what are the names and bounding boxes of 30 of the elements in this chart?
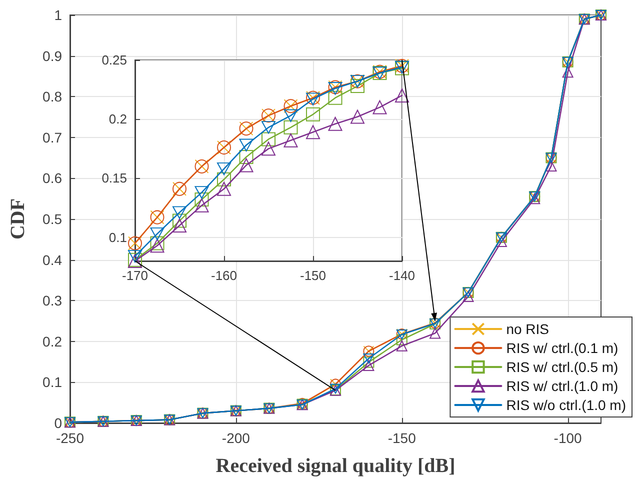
y-tick-label: 0.25 bbox=[102, 52, 127, 68]
y-tick-label: 0.8 bbox=[42, 88, 62, 105]
legend-label: RIS w/ ctrl.(0.5 m) bbox=[506, 359, 618, 375]
x-tick-label: -150 bbox=[388, 430, 416, 446]
y-tick-label: 0.2 bbox=[42, 333, 62, 350]
y-tick-label: 0.4 bbox=[42, 252, 62, 268]
y-tick-label: 0.7 bbox=[42, 129, 62, 146]
x-tick-label: -200 bbox=[222, 430, 250, 446]
y-tick-label: 0 bbox=[54, 415, 62, 431]
x-tick-label: -150 bbox=[300, 268, 326, 283]
legend-label: no RIS bbox=[506, 321, 550, 337]
y-tick-label: 1 bbox=[54, 7, 62, 23]
y-tick-label: 0.5 bbox=[42, 211, 62, 227]
x-tick-label: -170 bbox=[122, 268, 148, 283]
y-tick-label: 0.9 bbox=[42, 48, 62, 64]
legend-label: RIS w/ ctrl.(0.1 m) bbox=[506, 340, 618, 356]
x-tick-label: -140 bbox=[388, 268, 416, 283]
y-tick-label: 0.3 bbox=[42, 292, 62, 309]
y-tick-label: 0.6 bbox=[42, 170, 62, 186]
y-axis-title: CDF bbox=[7, 198, 29, 240]
x-tick-label: -160 bbox=[210, 268, 238, 283]
x-tick-label: -250 bbox=[56, 430, 84, 446]
y-tick-label: 0.2 bbox=[108, 112, 127, 127]
legend-label: RIS w/ ctrl.(1.0 m) bbox=[506, 378, 618, 394]
y-tick-label: 0.1 bbox=[108, 230, 127, 245]
y-tick-label: 0.15 bbox=[102, 170, 127, 186]
x-tick-label: -100 bbox=[554, 430, 582, 446]
y-tick-label: 0.1 bbox=[42, 374, 62, 390]
x-axis-title: Received signal quality [dB] bbox=[216, 455, 456, 477]
legend-label: RIS w/o ctrl.(1.0 m) bbox=[506, 397, 626, 413]
